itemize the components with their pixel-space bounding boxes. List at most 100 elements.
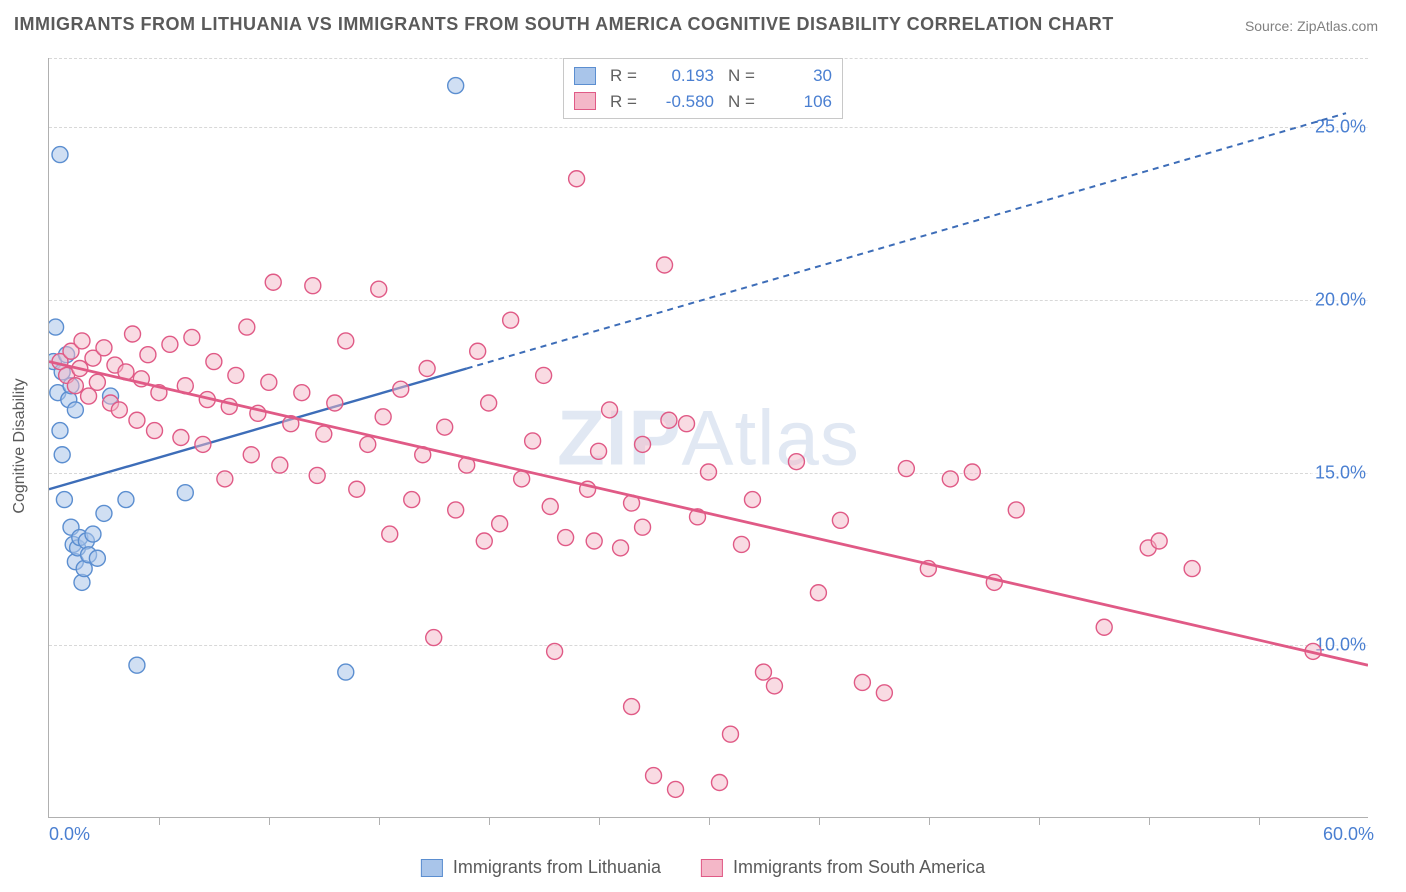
scatter-point-south_america	[338, 333, 354, 349]
scatter-point-south_america	[964, 464, 980, 480]
legend-series-label: Immigrants from South America	[733, 857, 985, 878]
legend-n-label: N =	[728, 89, 762, 115]
x-tick-mark	[709, 817, 710, 825]
scatter-point-south_america	[547, 643, 563, 659]
scatter-point-lithuania	[89, 550, 105, 566]
scatter-point-south_america	[832, 512, 848, 528]
scatter-point-lithuania	[448, 78, 464, 94]
scatter-point-south_america	[766, 678, 782, 694]
scatter-point-south_america	[898, 461, 914, 477]
scatter-point-south_america	[755, 664, 771, 680]
scatter-point-south_america	[316, 426, 332, 442]
scatter-point-south_america	[657, 257, 673, 273]
scatter-point-south_america	[349, 481, 365, 497]
source-label: Source:	[1245, 18, 1293, 34]
scatter-point-south_america	[624, 699, 640, 715]
scatter-point-south_america	[569, 171, 585, 187]
legend-r-label: R =	[610, 63, 644, 89]
scatter-point-south_america	[1184, 561, 1200, 577]
scatter-point-south_america	[514, 471, 530, 487]
scatter-point-south_america	[661, 412, 677, 428]
scatter-point-south_america	[111, 402, 127, 418]
scatter-point-south_america	[74, 333, 90, 349]
scatter-point-lithuania	[56, 492, 72, 508]
scatter-point-south_america	[1008, 502, 1024, 518]
x-tick-mark	[1039, 817, 1040, 825]
scatter-point-south_america	[854, 674, 870, 690]
legend-stat-row: R =-0.580N =106	[574, 89, 832, 115]
scatter-point-south_america	[96, 340, 112, 356]
x-tick-label: 60.0%	[1323, 824, 1374, 845]
scatter-point-lithuania	[96, 505, 112, 521]
scatter-point-south_america	[265, 274, 281, 290]
source-link[interactable]: ZipAtlas.com	[1297, 18, 1378, 34]
scatter-point-south_america	[668, 781, 684, 797]
scatter-point-south_america	[1151, 533, 1167, 549]
scatter-point-lithuania	[54, 447, 70, 463]
legend-bottom: Immigrants from Lithuania Immigrants from…	[421, 857, 985, 878]
trend-line-south_america	[49, 362, 1368, 666]
scatter-point-south_america	[217, 471, 233, 487]
scatter-point-lithuania	[338, 664, 354, 680]
scatter-point-lithuania	[118, 492, 134, 508]
scatter-point-south_america	[360, 436, 376, 452]
y-axis-label: Cognitive Disability	[11, 378, 29, 513]
scatter-point-south_america	[744, 492, 760, 508]
scatter-svg	[49, 58, 1368, 817]
scatter-point-south_america	[81, 388, 97, 404]
scatter-point-south_america	[419, 361, 435, 377]
scatter-point-lithuania	[49, 319, 64, 335]
scatter-point-south_america	[591, 443, 607, 459]
scatter-point-south_america	[375, 409, 391, 425]
chart-plot-area: ZIPAtlas 10.0%15.0%20.0%25.0%0.0%60.0%	[48, 58, 1368, 818]
scatter-point-lithuania	[129, 657, 145, 673]
scatter-point-south_america	[67, 378, 83, 394]
scatter-point-south_america	[733, 536, 749, 552]
scatter-point-south_america	[525, 433, 541, 449]
legend-n-value: 30	[776, 63, 832, 89]
scatter-point-south_america	[305, 278, 321, 294]
scatter-point-south_america	[646, 768, 662, 784]
x-tick-mark	[929, 817, 930, 825]
scatter-point-south_america	[876, 685, 892, 701]
x-tick-mark	[819, 817, 820, 825]
scatter-point-south_america	[393, 381, 409, 397]
trend-line-dashed-lithuania	[467, 113, 1346, 368]
scatter-point-south_america	[476, 533, 492, 549]
scatter-point-south_america	[470, 343, 486, 359]
scatter-point-south_america	[272, 457, 288, 473]
x-tick-mark	[1149, 817, 1150, 825]
scatter-point-south_america	[602, 402, 618, 418]
legend-n-label: N =	[728, 63, 762, 89]
scatter-point-south_america	[261, 374, 277, 390]
scatter-point-south_america	[309, 467, 325, 483]
scatter-point-south_america	[1096, 619, 1112, 635]
legend-r-value: 0.193	[658, 63, 714, 89]
x-tick-label: 0.0%	[49, 824, 90, 845]
legend-stats-box: R = 0.193 N = 30R =-0.580N =106	[563, 58, 843, 119]
x-tick-mark	[269, 817, 270, 825]
scatter-point-south_america	[613, 540, 629, 556]
scatter-point-south_america	[371, 281, 387, 297]
scatter-point-south_america	[206, 354, 222, 370]
scatter-point-south_america	[542, 499, 558, 515]
legend-swatch	[701, 859, 723, 877]
scatter-point-south_america	[788, 454, 804, 470]
scatter-point-south_america	[89, 374, 105, 390]
scatter-point-south_america	[125, 326, 141, 342]
scatter-point-lithuania	[177, 485, 193, 501]
scatter-point-south_america	[195, 436, 211, 452]
scatter-point-south_america	[129, 412, 145, 428]
scatter-point-south_america	[327, 395, 343, 411]
scatter-point-south_america	[426, 630, 442, 646]
scatter-point-south_america	[635, 519, 651, 535]
scatter-point-south_america	[586, 533, 602, 549]
scatter-point-south_america	[184, 329, 200, 345]
scatter-point-south_america	[243, 447, 259, 463]
scatter-point-south_america	[437, 419, 453, 435]
scatter-point-south_america	[404, 492, 420, 508]
source-attribution: Source: ZipAtlas.com	[1245, 18, 1378, 34]
scatter-point-lithuania	[85, 526, 101, 542]
scatter-point-south_america	[173, 430, 189, 446]
legend-item: Immigrants from Lithuania	[421, 857, 661, 878]
